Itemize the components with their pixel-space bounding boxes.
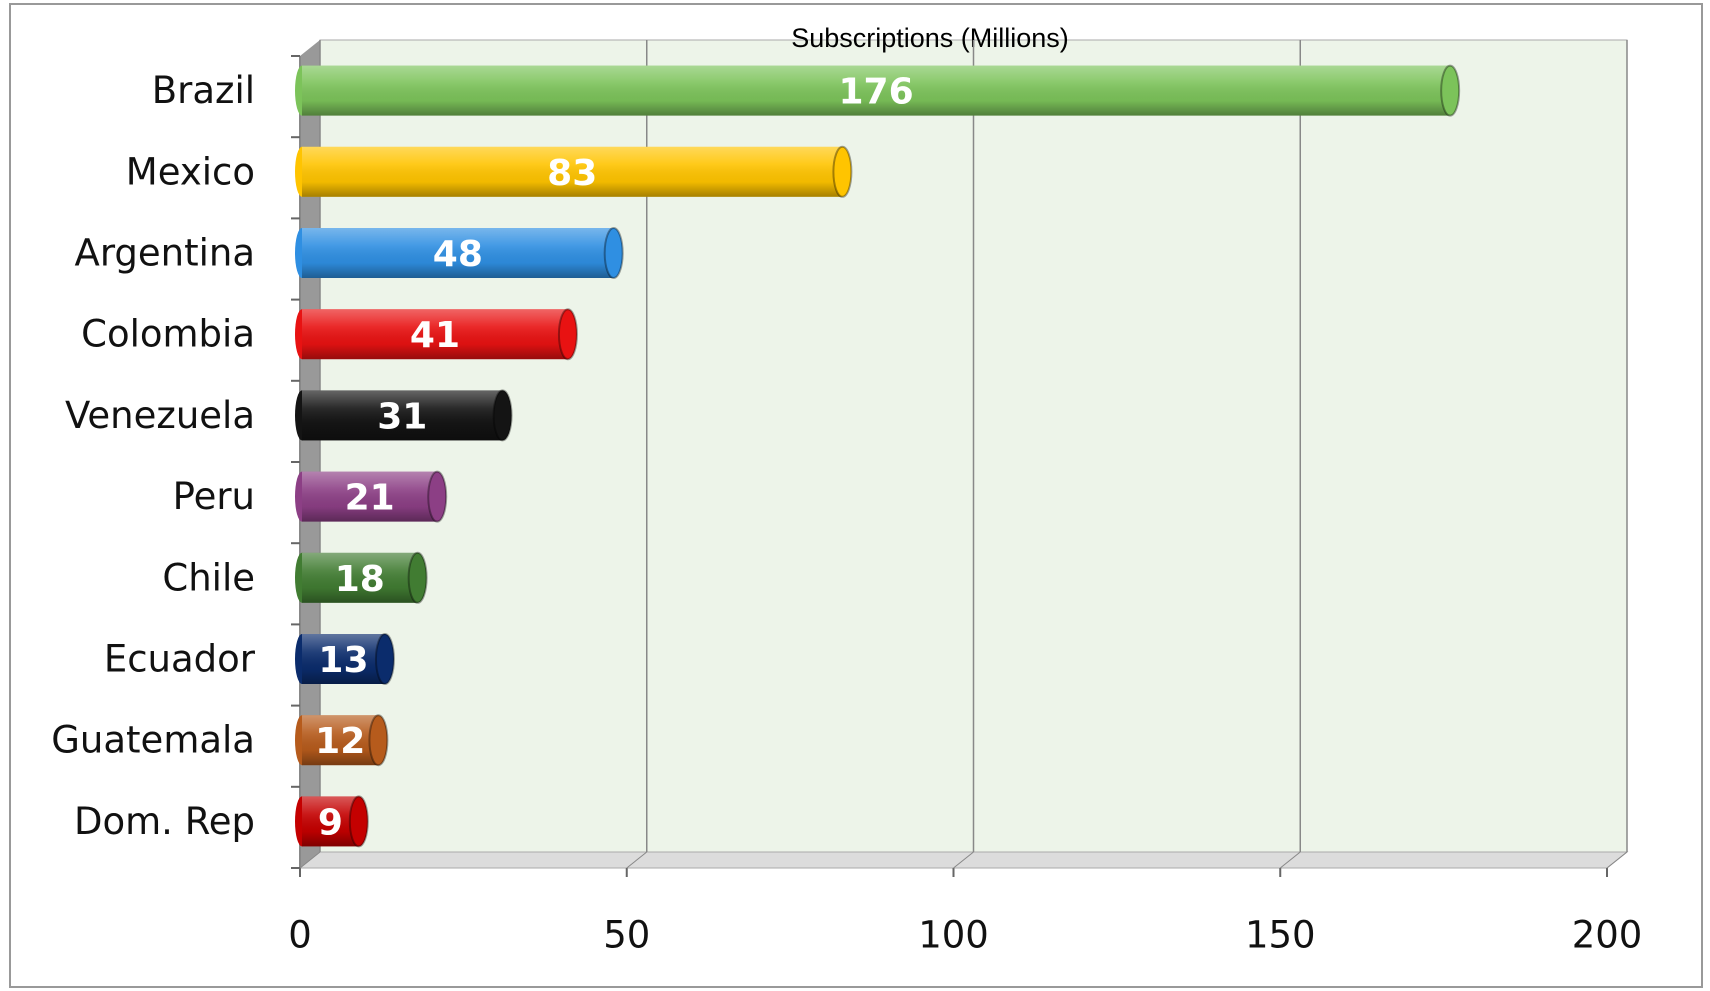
- chart-title: Subscriptions (Millions): [791, 23, 1069, 53]
- y-tick-label: Brazil: [152, 69, 255, 112]
- value-label: 41: [410, 315, 460, 356]
- bar-cap: [492, 389, 513, 442]
- bar-shine: [302, 634, 385, 684]
- y-tick-label: Chile: [162, 556, 255, 599]
- bar-cap: [407, 551, 428, 604]
- x-tick-label: 150: [1245, 914, 1316, 957]
- x-tick-label: 100: [918, 914, 989, 957]
- bar-shine: [302, 552, 418, 603]
- value-label: 21: [345, 478, 395, 519]
- y-tick-label: Mexico: [126, 150, 255, 193]
- value-label: 13: [318, 640, 368, 681]
- y-tick-label: Venezuela: [65, 394, 255, 437]
- x-tick-label: 200: [1572, 914, 1643, 957]
- bar-shine: [302, 796, 359, 847]
- y-tick-label: Argentina: [75, 232, 255, 275]
- y-tick-label: Guatemala: [51, 719, 255, 762]
- bar-shine: [302, 228, 614, 278]
- value-label: 48: [433, 234, 483, 275]
- bar-cap: [832, 145, 853, 198]
- bar-shine: [302, 65, 1451, 116]
- value-label: 176: [839, 72, 914, 113]
- bar-shine: [302, 471, 438, 522]
- value-label: 9: [318, 802, 343, 843]
- y-tick-label: Dom. Rep: [74, 800, 255, 843]
- floor-tick: [299, 851, 321, 869]
- y-tick-label: Colombia: [81, 313, 255, 356]
- bar-shine: [302, 390, 503, 441]
- y-tick-label: Peru: [173, 475, 255, 518]
- value-label: 83: [547, 153, 597, 194]
- value-label: 18: [335, 559, 385, 600]
- x-tick-label: 0: [288, 914, 312, 957]
- bar-cap: [1440, 64, 1461, 117]
- bar-cap: [603, 227, 624, 279]
- bar-shine: [302, 146, 843, 197]
- x-tick-label: 50: [603, 914, 650, 957]
- value-label: 12: [315, 721, 365, 762]
- bar-cap: [374, 633, 395, 685]
- bar-shine: [302, 715, 379, 766]
- floor-tick: [1606, 851, 1628, 869]
- floor-tick: [1279, 851, 1301, 869]
- y-tick-label: Ecuador: [104, 638, 256, 681]
- floor-tick: [626, 851, 648, 869]
- value-label: 31: [377, 396, 427, 437]
- floor-tick: [953, 851, 974, 869]
- bar-cap: [557, 308, 578, 361]
- bar-cap: [348, 795, 369, 848]
- bar-shine: [302, 309, 568, 360]
- bar-cap: [368, 714, 389, 767]
- bar-cap: [427, 470, 448, 523]
